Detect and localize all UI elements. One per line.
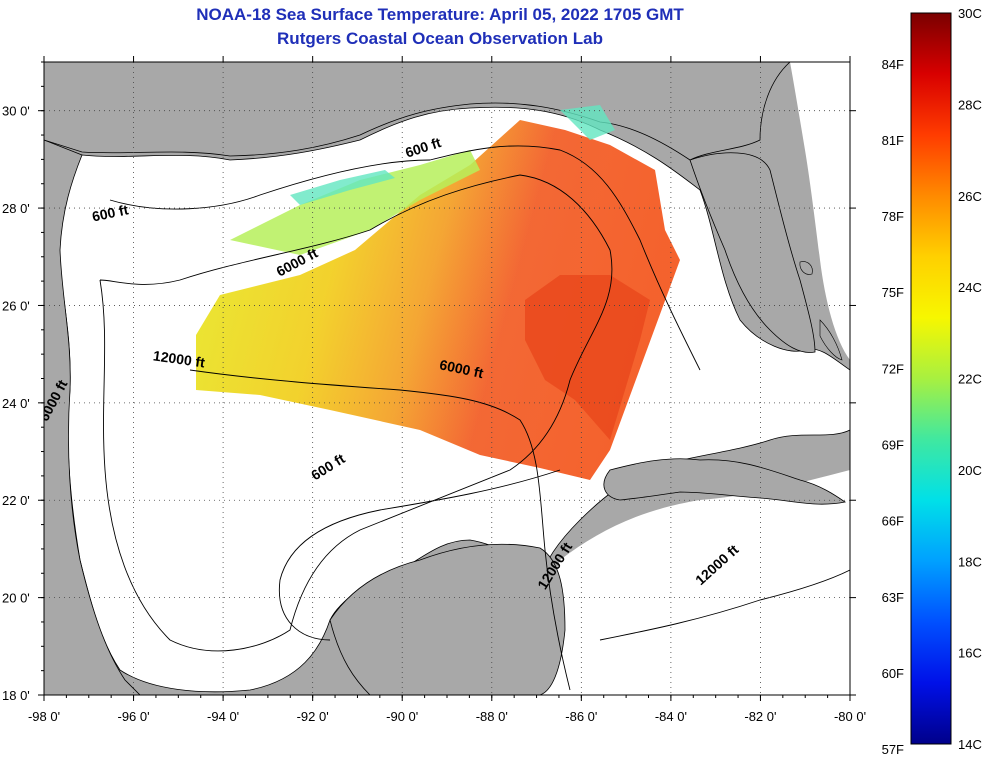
- map-subtitle: Rutgers Coastal Ocean Observation Lab: [277, 29, 603, 48]
- atlantic-water: [790, 62, 850, 360]
- bahamas-shoals: [799, 261, 843, 361]
- colorbar-celsius-label: 18C: [958, 554, 982, 569]
- yucatan-land: [329, 543, 566, 695]
- colorbar-fahrenheit-label: 72F: [882, 361, 904, 376]
- axis-ticks: -98 0' -96 0' -94 0' -92 0' -90 0' -88 0' -86 …: [2, 56, 866, 724]
- cuba-island: [603, 458, 846, 505]
- florida-land: [689, 152, 816, 353]
- colorbar-fahrenheit-label: 84F: [882, 57, 904, 72]
- caribbean-water: [540, 470, 850, 695]
- colorbar-celsius-label: 26C: [958, 189, 982, 204]
- colorbar-fahrenheit-label: 78F: [882, 209, 904, 224]
- colorbar-scale: [910, 12, 952, 745]
- sst-overlay: [196, 120, 680, 480]
- colorbar: 30C 28C 26C 24C 22C 20C 18C 16C 14C 84F 81F 78F 75F…: [882, 6, 982, 757]
- colorbar-celsius-label: 14C: [958, 737, 982, 752]
- contour-12000ft: [189, 369, 850, 691]
- colorbar-celsius-label: 30C: [958, 6, 982, 21]
- y-tick-label: 22 0': [2, 493, 30, 508]
- colorbar-fahrenheit-label: 69F: [882, 437, 904, 452]
- colorbar-fahrenheit-label: 81F: [882, 133, 904, 148]
- y-tick-label: 20 0': [2, 591, 30, 606]
- x-tick-label: -84 0': [655, 709, 687, 724]
- colorbar-celsius-label: 20C: [958, 463, 982, 478]
- colorbar-fahrenheit-label: 66F: [882, 514, 904, 529]
- sst-hot-core: [525, 275, 650, 440]
- x-tick-label: -92 0': [297, 709, 329, 724]
- sst-cool-northwest: [230, 150, 480, 255]
- x-tick-label: -90 0': [386, 709, 418, 724]
- contour-600ft: [109, 145, 701, 641]
- mexico-land: [44, 139, 141, 695]
- x-tick-label: -88 0': [476, 709, 508, 724]
- colorbar-fahrenheit-label: 63F: [882, 590, 904, 605]
- y-tick-label: 18 0': [2, 688, 30, 703]
- colorbar-celsius-label: 16C: [958, 646, 982, 661]
- colorbar-celsius-label: 28C: [958, 97, 982, 112]
- us-gulf-coast-land: [44, 62, 791, 161]
- y-tick-label: 24 0': [2, 396, 30, 411]
- colorbar-celsius-label: 22C: [958, 372, 982, 387]
- x-tick-label: -94 0': [207, 709, 239, 724]
- x-tick-label: -96 0': [117, 709, 149, 724]
- colorbar-celsius-labels: 30C 28C 26C 24C 22C 20C 18C 16C 14C: [958, 6, 982, 752]
- x-tick-label: -86 0': [565, 709, 597, 724]
- y-tick-label: 26 0': [2, 298, 30, 313]
- y-tick-label: 28 0': [2, 201, 30, 216]
- colorbar-fahrenheit-label: 60F: [882, 666, 904, 681]
- contour-label: 12000 ft: [152, 347, 206, 370]
- colorbar-fahrenheit-label: 57F: [882, 742, 904, 757]
- colorbar-fahrenheit-labels: 84F 81F 78F 75F 72F 69F 66F 63F 60F 57F: [882, 57, 904, 757]
- colorbar-fahrenheit-label: 75F: [882, 285, 904, 300]
- y-tick-label: 30 0': [2, 104, 30, 119]
- map-title: NOAA-18 Sea Surface Temperature: April 0…: [196, 5, 684, 24]
- contour-label: 600 ft: [91, 201, 130, 224]
- contour-6000ft: [99, 174, 613, 652]
- x-tick-label: -82 0': [744, 709, 776, 724]
- graticule: [44, 62, 850, 695]
- x-tick-label: -80 0': [834, 709, 866, 724]
- x-tick-label: -98 0': [28, 709, 60, 724]
- colorbar-celsius-label: 24C: [958, 280, 982, 295]
- sst-cyan-shelf: [290, 105, 615, 205]
